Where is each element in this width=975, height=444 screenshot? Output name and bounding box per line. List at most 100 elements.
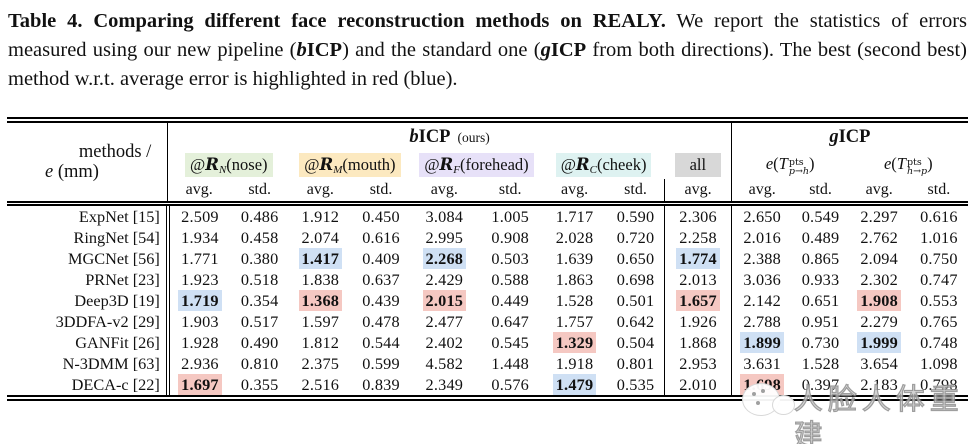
second-best-value-highlight: 1.479 [552,374,597,395]
value-cell: 1.863 [555,270,594,289]
citation-ref: [54] [132,228,160,247]
value-cell: 1.639 [555,249,594,268]
value-cell: 2.015 [411,290,478,311]
value-cell: 2.013 [664,269,732,290]
value-cell: 1.908 [849,290,910,311]
value-cell: 1.903 [181,312,219,331]
value-cell: 2.028 [555,228,594,247]
subheader-std: std. [909,179,968,206]
region-header-cheek: @RC(cheek) [542,151,664,179]
value-cell: 1.934 [181,228,219,247]
subheader-avg: avg. [289,179,352,206]
subheader-std: std. [351,179,411,206]
table-row: ExpNet [15] 2.509 0.486 1.912 0.450 3.084 1.00… [7,203,968,227]
region-header-mouth: @RM(mouth) [289,151,410,179]
value-cell: 2.788 [743,312,781,331]
value-cell: 1.999 [849,332,910,353]
value-cell: 0.933 [801,270,840,289]
gicp-direction-header-2: e(T pts h→p) [883,153,933,177]
value-cell: 0.504 [606,332,666,353]
method-cell: MGCNet [56] [7,248,170,269]
value-cell: 0.651 [801,291,840,310]
value-cell: 2.375 [301,354,340,373]
method-name: N-3DMM [62,354,129,373]
value-cell: 0.730 [801,333,840,352]
value-cell: 2.509 [181,207,219,226]
table-row: RingNet [54] 1.934 0.458 2.074 0.616 2.995 0.9… [7,227,968,248]
second-best-value-highlight: 1.899 [740,332,784,353]
value-cell: 0.518 [240,270,279,289]
value-cell: 0.501 [606,290,666,311]
value-cell: 0.650 [606,248,666,269]
value-cell: 2.302 [860,270,898,289]
table-row: N-3DMM [63] 2.936 0.810 2.375 0.599 4.582 1.44… [7,353,968,374]
value-cell: 2.388 [743,249,781,268]
value-cell: 0.765 [920,312,958,331]
value-cell: 2.074 [301,228,340,247]
value-cell: 0.517 [240,312,279,331]
table-header: methods / e (mm) bICP (ours) gICP @RN(nos… [7,123,968,206]
value-cell: 2.516 [301,375,340,394]
value-cell: 0.747 [920,270,958,289]
value-cell: 1.528 [801,354,840,373]
method-cell: DECA-c [22] [7,374,170,395]
value-cell: 2.258 [664,227,732,248]
value-cell: 0.397 [801,375,840,394]
value-cell: 1.899 [731,332,792,353]
all-column-header: all [664,151,732,179]
subheader-std: std. [606,179,666,206]
value-cell: 1.923 [181,270,219,289]
chat-bubble-logo-icon [740,381,795,419]
value-cell: 2.016 [743,228,781,247]
second-best-value-highlight: 1.417 [298,248,343,269]
value-cell: 2.477 [425,312,464,331]
value-cell: 1.417 [289,248,351,269]
best-value-highlight: 1.908 [857,290,901,311]
value-cell: 1.597 [301,312,340,331]
method-name: RingNet [73,228,129,247]
region-header-forehead: @RF(forehead) [411,151,543,179]
method-name: MGCNet [68,249,129,268]
value-cell: 1.717 [555,207,594,226]
value-cell: 2.306 [664,203,732,227]
subheader-avg: avg. [731,179,793,206]
value-cell: 3.631 [743,354,781,373]
value-cell: 2.094 [860,249,898,268]
value-cell: 2.268 [411,248,478,269]
method-name: 3DDFA-v2 [55,312,129,331]
value-cell: 0.549 [801,207,840,226]
citation-ref: [56] [132,249,160,268]
value-cell: 1.098 [920,354,958,373]
value-cell: 3.084 [425,207,464,226]
value-cell: 1.005 [491,207,530,226]
caption-segment: g [540,39,551,61]
method-cell: Deep3D [19] [7,290,170,311]
value-cell: 0.458 [240,228,279,247]
table-row: PRNet [23] 1.923 0.518 1.838 0.637 2.429 0.588… [7,269,968,290]
value-cell: 2.953 [664,353,732,374]
value-cell: 3.036 [743,270,781,289]
value-cell: 0.354 [240,291,279,310]
value-cell: 2.183 [860,375,898,394]
value-cell: 1.771 [181,249,219,268]
second-best-value-highlight: 1.999 [857,332,901,353]
speech-bubble-small-icon [772,395,795,415]
value-cell: 0.642 [606,311,666,332]
second-best-value-highlight: 1.719 [178,290,222,311]
value-cell: 1.368 [289,290,351,311]
method-cell: GANFit [26] [7,332,170,353]
value-cell: 2.010 [664,374,732,395]
value-cell: 1.448 [491,354,530,373]
subheader-std: std. [230,179,290,206]
citation-ref: [26] [132,333,160,352]
value-cell: 0.544 [362,333,400,352]
watermark: 人脸人体重建 [740,381,975,444]
value-cell: 1.528 [555,291,594,310]
value-cell: 0.801 [606,353,666,374]
value-cell: 0.450 [362,207,400,226]
caption-segment: Table 4. Comparing different face recons… [8,10,666,32]
value-cell: 0.750 [920,249,958,268]
value-cell: 0.616 [362,228,400,247]
value-cell: 0.489 [801,228,840,247]
